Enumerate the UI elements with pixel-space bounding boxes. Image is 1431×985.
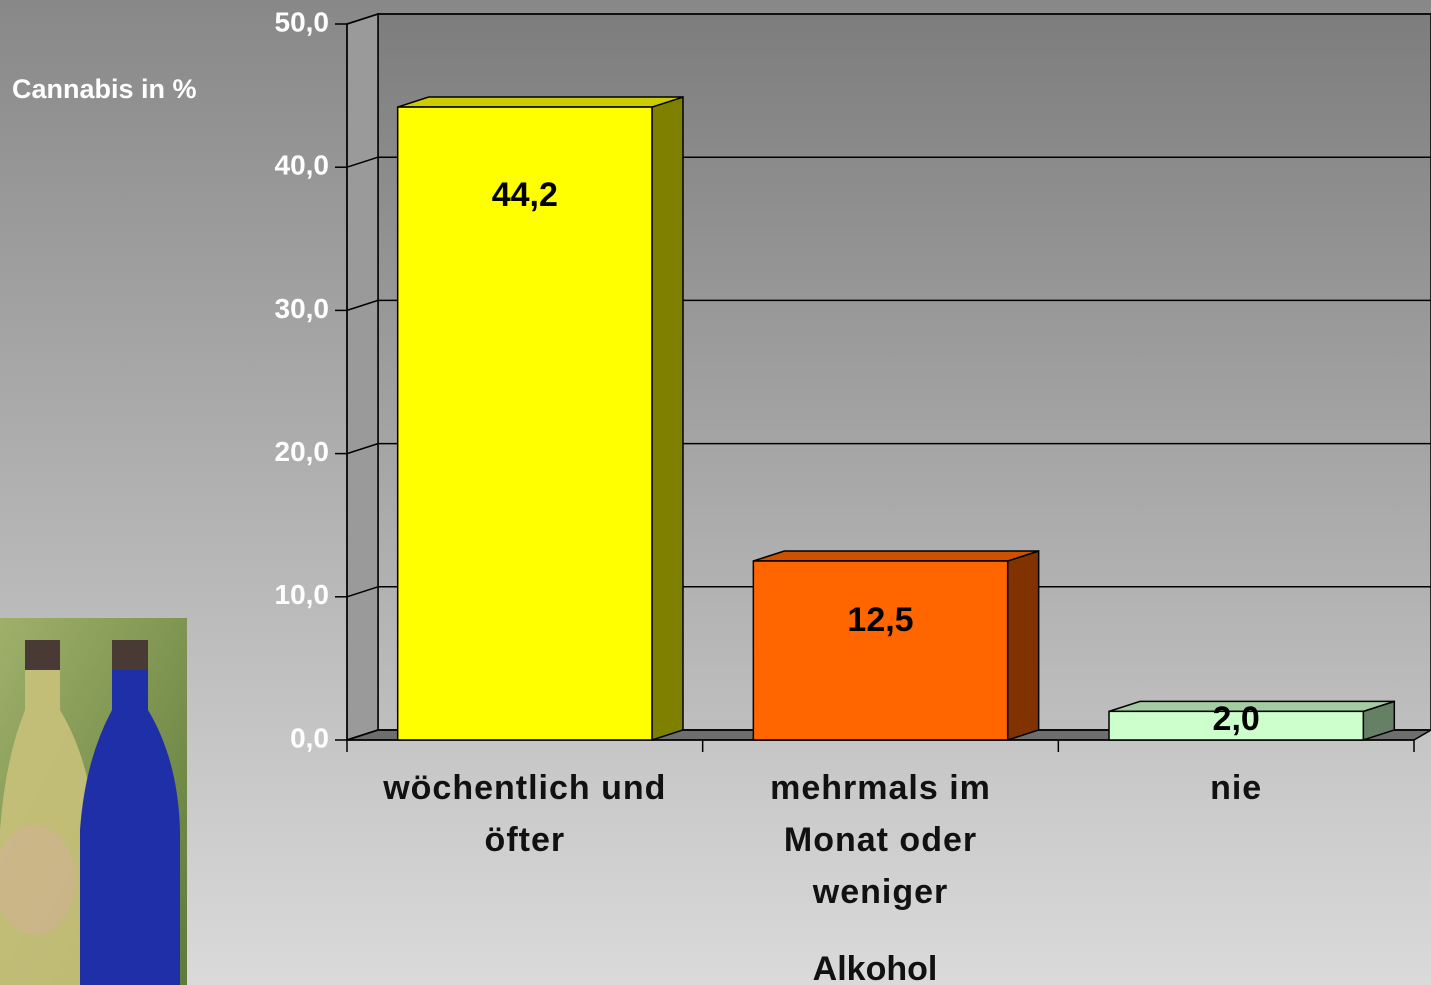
x-axis-title: Alkohol (812, 950, 938, 985)
bar (396, 106, 653, 741)
grid-line-side (346, 156, 379, 168)
bar-top (397, 96, 684, 108)
x-tick-label: nie (1210, 769, 1263, 807)
x-tick-label: wöchentlich und öfter (383, 769, 667, 859)
y-axis-title: Cannabis in % (12, 74, 197, 104)
bar-side (1006, 549, 1040, 742)
grid-line-side (346, 729, 379, 741)
y-tick-label: 30,0 (275, 293, 330, 324)
bar-side (651, 96, 684, 742)
photo (0, 618, 187, 985)
value-label: 2,0 (1213, 700, 1260, 738)
value-label: 12,5 (847, 601, 913, 639)
y-tick-label: 10,0 (275, 579, 330, 610)
grid-line-side (346, 13, 379, 25)
y-tick-label: 50,0 (275, 6, 330, 37)
y-tick-label: 40,0 (275, 150, 330, 181)
grid-line-side (346, 586, 379, 598)
bar (752, 560, 1009, 741)
x-tick-label: mehrmals im Monat oder weniger (770, 769, 991, 911)
side-wall (346, 12, 379, 742)
y-tick-label: 20,0 (275, 436, 330, 467)
grid-line-side (346, 299, 379, 312)
bar-top (753, 550, 1039, 562)
grid-line-side (346, 442, 379, 455)
y-tick-label: 0,0 (290, 722, 329, 753)
value-label: 44,2 (492, 176, 558, 214)
bar (1108, 710, 1365, 741)
